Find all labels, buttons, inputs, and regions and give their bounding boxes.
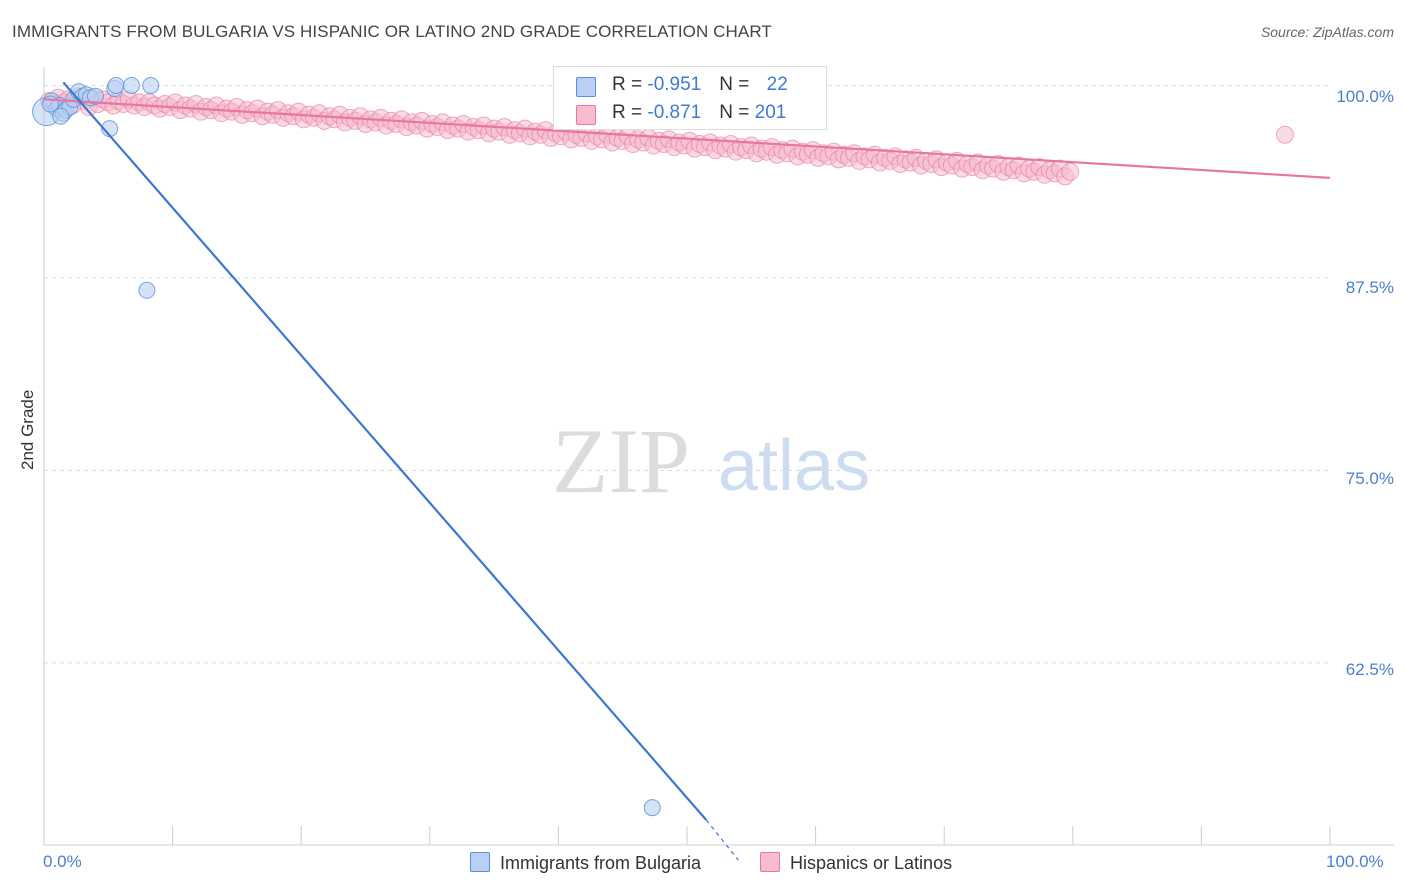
n-value: 22 (766, 74, 788, 95)
legend-label: Immigrants from Bulgaria (500, 853, 702, 873)
x-tick-label: 100.0% (1326, 852, 1384, 871)
legend-swatch-pink (760, 852, 780, 872)
data-point-bulgaria (142, 76, 160, 94)
trend-line-bulgaria-extension (705, 819, 739, 861)
data-point-bulgaria (86, 87, 104, 105)
watermark-atlas: atlas (718, 426, 870, 506)
watermark: ZIP atlas (552, 410, 870, 512)
n-label: N = (719, 102, 755, 123)
y-axis-label: 2nd Grade (18, 389, 37, 470)
y-tick-label: 62.5% (1345, 660, 1394, 679)
r-label: R = (612, 74, 648, 95)
bottom-legend-bulgaria: Immigrants from Bulgaria (470, 852, 701, 874)
data-point-bulgaria (643, 799, 661, 817)
y-tick-label: 75.0% (1345, 469, 1394, 488)
data-point-hispanics (1275, 125, 1294, 144)
data-point-bulgaria (107, 76, 125, 94)
trend-line-bulgaria (62, 81, 708, 821)
y-tick-label: 100.0% (1336, 87, 1394, 106)
legend-swatch-blue (470, 852, 490, 872)
r-value: -0.871 (647, 102, 702, 123)
r-value: -0.951 (647, 74, 702, 95)
x-tick-label: 0.0% (43, 852, 82, 871)
data-point-bulgaria (138, 281, 156, 299)
r-label: R = (612, 102, 648, 123)
source-label: Source: ZipAtlas.com (1260, 24, 1394, 40)
legend-row-hispanics: R = -0.871 N = 201 (554, 100, 826, 128)
legend-swatch-pink (576, 105, 596, 125)
trend-lines (43, 81, 1331, 861)
bottom-legend-hispanics: Hispanics or Latinos (760, 852, 952, 874)
data-point-bulgaria (122, 76, 140, 94)
axes (43, 67, 1394, 846)
n-label: N = (719, 74, 755, 95)
grid (44, 84, 1330, 664)
n-value: 201 (754, 102, 787, 123)
data-point-bulgaria (52, 107, 70, 125)
trend-line-hispanics (43, 98, 1331, 179)
data-point-hispanics (1061, 162, 1080, 181)
legend-row-bulgaria: R = -0.951 N = 22 (554, 72, 826, 100)
stats-legend: R = -0.951 N = 22 R = -0.871 N = 201 (553, 66, 827, 130)
legend-swatch-blue (576, 77, 596, 97)
legend-label: Hispanics or Latinos (790, 853, 953, 873)
watermark-zip: ZIP (552, 410, 690, 512)
y-tick-label: 87.5% (1345, 278, 1394, 297)
chart-title: IMMIGRANTS FROM BULGARIA VS HISPANIC OR … (12, 22, 772, 41)
